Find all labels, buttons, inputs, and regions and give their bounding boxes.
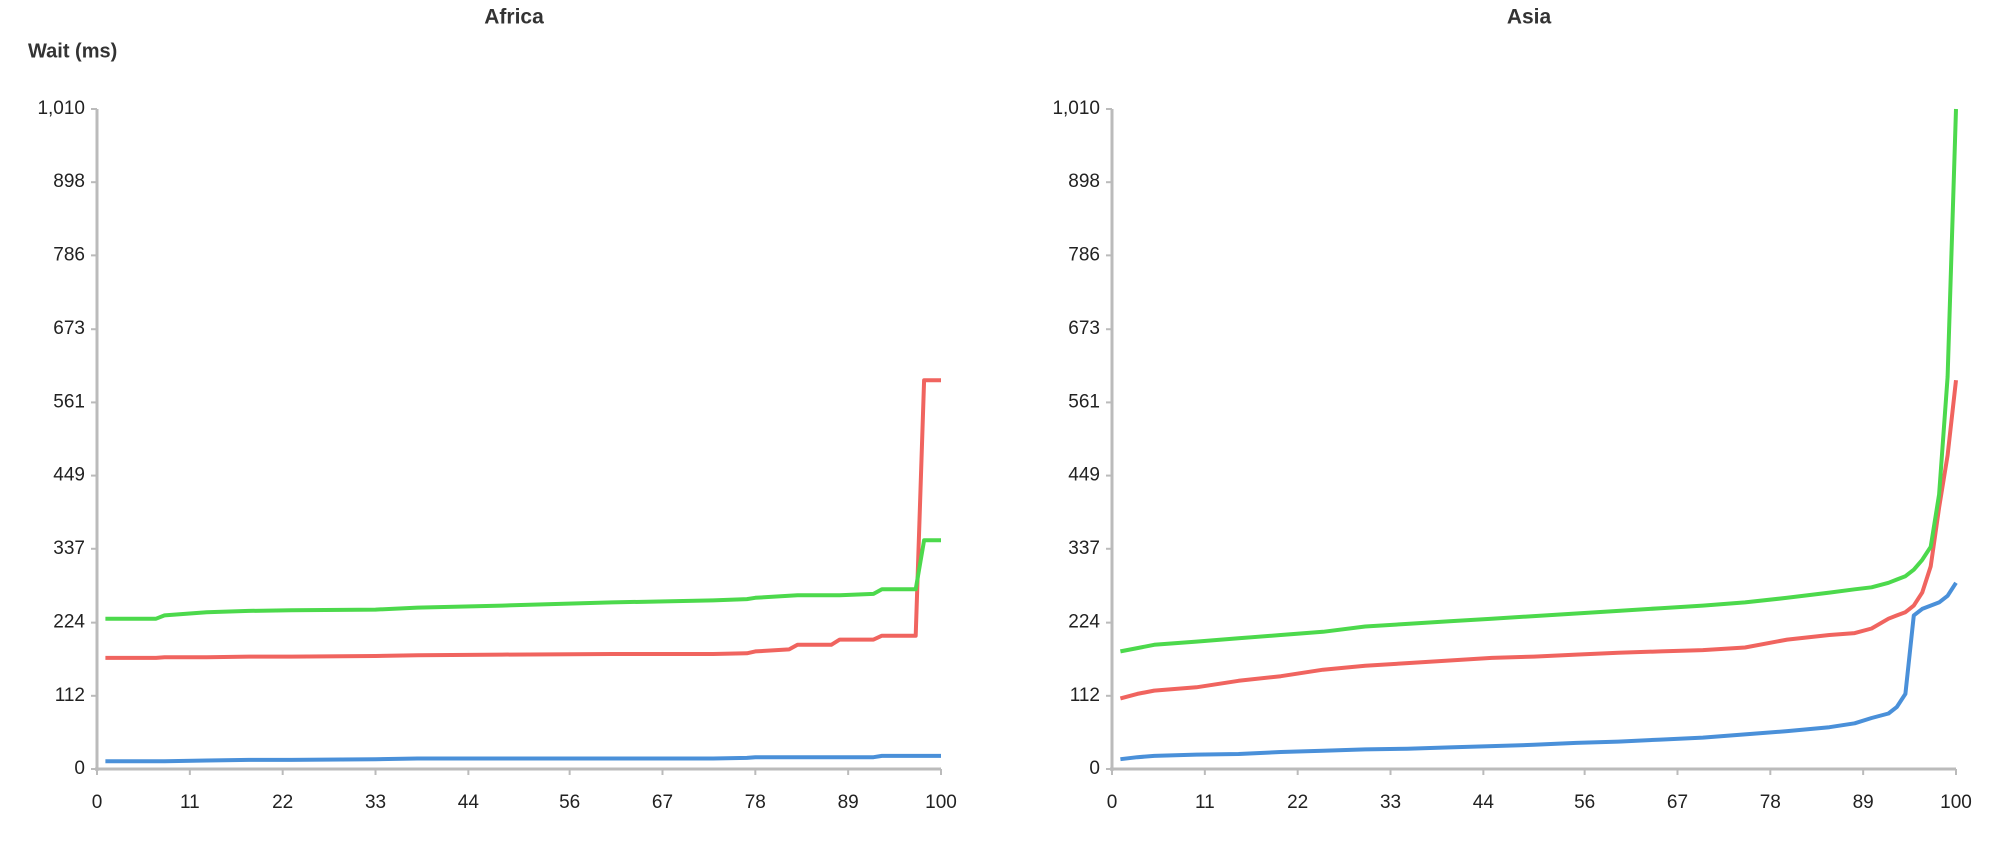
chart-title: Africa xyxy=(484,6,544,29)
x-tick-label: 100 xyxy=(1940,792,1972,813)
series-line xyxy=(1120,581,1958,762)
x-tick-label: 56 xyxy=(559,792,580,813)
y-tick-label: 224 xyxy=(1068,612,1100,633)
x-tick-label: 67 xyxy=(652,792,673,813)
y-tick-label: 224 xyxy=(53,612,85,633)
y-tick-label: 1,010 xyxy=(37,98,85,119)
y-tick-label: 786 xyxy=(53,244,85,265)
x-tick-label: 44 xyxy=(458,792,480,813)
y-tick-label: 786 xyxy=(1068,244,1100,265)
x-tick-label: 33 xyxy=(365,792,386,813)
x-tick-label: 44 xyxy=(1473,792,1495,813)
y-tick-label: 673 xyxy=(1068,318,1100,339)
y-axis-title: Wait (ms) xyxy=(28,40,117,62)
y-tick-label: 898 xyxy=(1068,171,1100,192)
series-line xyxy=(105,753,941,764)
series-line xyxy=(1119,379,1958,701)
x-tick-label: 22 xyxy=(1287,792,1308,813)
y-tick-label: 898 xyxy=(53,171,85,192)
y-tick-label: 1,010 xyxy=(1052,98,1100,119)
y-tick-label: 337 xyxy=(1068,538,1100,559)
x-tick-label: 78 xyxy=(1760,792,1781,813)
x-tick-label: 0 xyxy=(1107,792,1118,813)
x-tick-label: 0 xyxy=(92,792,103,813)
y-tick-label: 112 xyxy=(55,685,85,706)
x-tick-label: 89 xyxy=(838,792,859,813)
y-tick-label: 112 xyxy=(1070,685,1100,706)
y-tick-label: 0 xyxy=(1089,758,1100,779)
x-tick-label: 56 xyxy=(1574,792,1595,813)
x-tick-label: 89 xyxy=(1853,792,1874,813)
y-tick-label: 561 xyxy=(1068,391,1100,412)
x-tick-label: 22 xyxy=(272,792,293,813)
y-tick-label: 673 xyxy=(53,318,85,339)
x-tick-label: 33 xyxy=(1380,792,1401,813)
y-tick-label: 337 xyxy=(53,538,85,559)
series-line xyxy=(105,538,941,621)
chart-title: Asia xyxy=(1507,6,1552,29)
y-tick-label: 449 xyxy=(1068,465,1100,486)
x-tick-label: 100 xyxy=(925,792,957,813)
x-tick-label: 11 xyxy=(1195,792,1215,813)
x-tick-label: 67 xyxy=(1667,792,1688,813)
y-tick-label: 449 xyxy=(53,465,85,486)
series-line xyxy=(1120,108,1958,654)
x-tick-label: 11 xyxy=(180,792,200,813)
y-tick-label: 0 xyxy=(74,758,85,779)
x-tick-label: 78 xyxy=(745,792,766,813)
y-tick-label: 561 xyxy=(53,391,85,412)
series-line xyxy=(105,378,941,660)
